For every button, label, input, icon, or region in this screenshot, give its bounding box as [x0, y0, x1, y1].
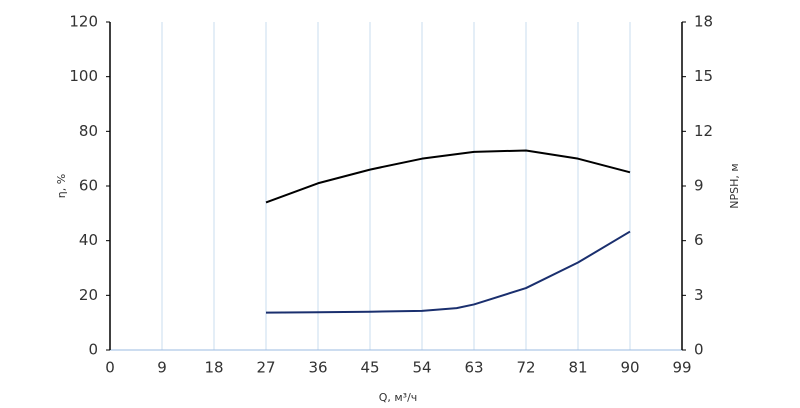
x-tick-label: 72	[516, 359, 535, 377]
y2-tick-label: 6	[694, 231, 704, 249]
y-tick-label: 60	[79, 177, 98, 195]
x-tick-label: 99	[672, 359, 691, 377]
y-tick-label: 20	[79, 286, 98, 304]
y-tick-label: 0	[88, 341, 98, 359]
y-tick-label: 120	[69, 13, 98, 31]
x-tick-label: 90	[620, 359, 639, 377]
y-axis-label: η, %	[55, 174, 68, 198]
y2-tick-label: 12	[694, 122, 713, 140]
x-tick-label: 36	[308, 359, 327, 377]
y2-tick-label: 18	[694, 13, 713, 31]
y2-tick-label: 0	[694, 341, 704, 359]
x-tick-label: 9	[157, 359, 167, 377]
x-tick-label: 45	[360, 359, 379, 377]
y2-tick-label: 9	[694, 177, 704, 195]
line-series	[265, 230, 631, 314]
y-tick-label: 100	[69, 67, 98, 85]
y-tick-label: 80	[79, 122, 98, 140]
y-tick-label: 40	[79, 231, 98, 249]
y2-tick-label: 3	[694, 286, 704, 304]
x-tick-label: 63	[464, 359, 483, 377]
x-tick-label: 27	[256, 359, 275, 377]
x-tick-label: 18	[204, 359, 223, 377]
line-series	[265, 149, 631, 204]
x-tick-label: 0	[105, 359, 115, 377]
x-tick-label: 81	[568, 359, 587, 377]
y2-axis-label: NPSH, м	[728, 163, 741, 208]
x-axis-label: Q, м³/ч	[379, 391, 418, 404]
y2-tick-label: 15	[694, 67, 713, 85]
x-tick-label: 54	[412, 359, 431, 377]
